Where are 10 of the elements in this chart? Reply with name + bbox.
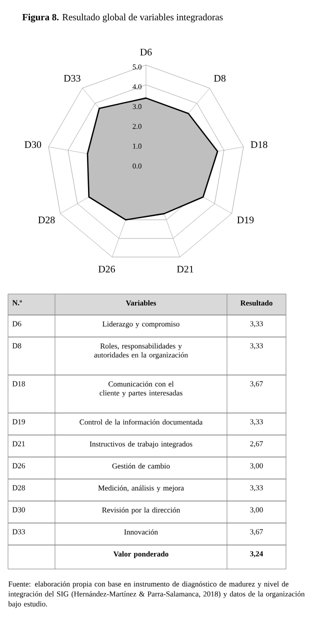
spoke-label: D28 xyxy=(38,216,55,224)
spoke-label: D19 xyxy=(237,216,254,224)
spoke-label: D21 xyxy=(176,266,194,272)
spoke-label: D18 xyxy=(250,141,268,148)
spoke-label: D33 xyxy=(64,74,80,82)
spoke-label: D6 xyxy=(140,48,152,56)
spoke-label: D30 xyxy=(24,141,42,148)
chart-title: Figura 8. Resultado global de variables integradoras xyxy=(22,14,223,22)
spoke-label: D26 xyxy=(98,266,116,272)
spoke-label: D8 xyxy=(214,74,226,82)
